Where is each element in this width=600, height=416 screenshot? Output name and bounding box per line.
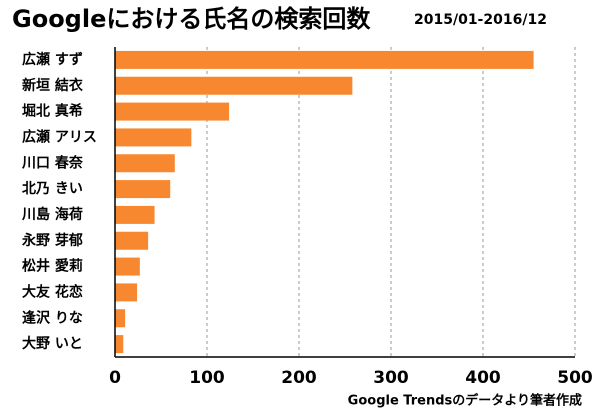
y-tick-label: 北乃 きい — [22, 181, 83, 197]
y-tick-label: 松井 愛莉 — [22, 258, 83, 275]
y-tick-label: 大野 いと — [22, 335, 83, 352]
bar — [115, 283, 138, 302]
bar — [115, 102, 230, 121]
y-tick-label: 大友 花恋 — [22, 283, 83, 300]
x-tick-label: 0 — [109, 368, 121, 388]
x-tick-label: 500 — [557, 368, 593, 388]
y-tick-label: 新垣 結衣 — [22, 77, 84, 94]
chart-title: Googleにおける氏名の検索回数 — [12, 5, 371, 33]
source-note: Google Trendsのデータより筆者作成 — [348, 393, 582, 409]
y-tick-label: 広瀬 すず — [22, 51, 83, 68]
bar — [115, 180, 171, 199]
bar — [115, 76, 353, 95]
bar — [115, 335, 124, 354]
y-tick-label: 川口 春奈 — [21, 154, 84, 171]
x-tick-label: 400 — [465, 368, 501, 388]
y-tick-label: 川島 海荷 — [21, 206, 83, 223]
y-tick-label: 永野 芽郁 — [21, 232, 83, 249]
x-tick-label: 200 — [281, 368, 317, 388]
y-tick-label: 堀北 真希 — [22, 103, 83, 120]
x-tick-label: 300 — [373, 368, 409, 388]
chart-subtitle: 2015/01-2016/12 — [414, 12, 547, 28]
bar — [115, 50, 534, 69]
bar — [115, 257, 140, 276]
bar — [115, 205, 155, 224]
bar — [115, 309, 126, 328]
bar — [115, 128, 192, 147]
bar — [115, 231, 149, 250]
y-tick-label: 逢沢 りな — [22, 309, 83, 326]
x-tick-label: 100 — [189, 368, 225, 388]
y-tick-label: 広瀬 アリス — [22, 128, 97, 145]
bar — [115, 154, 175, 173]
